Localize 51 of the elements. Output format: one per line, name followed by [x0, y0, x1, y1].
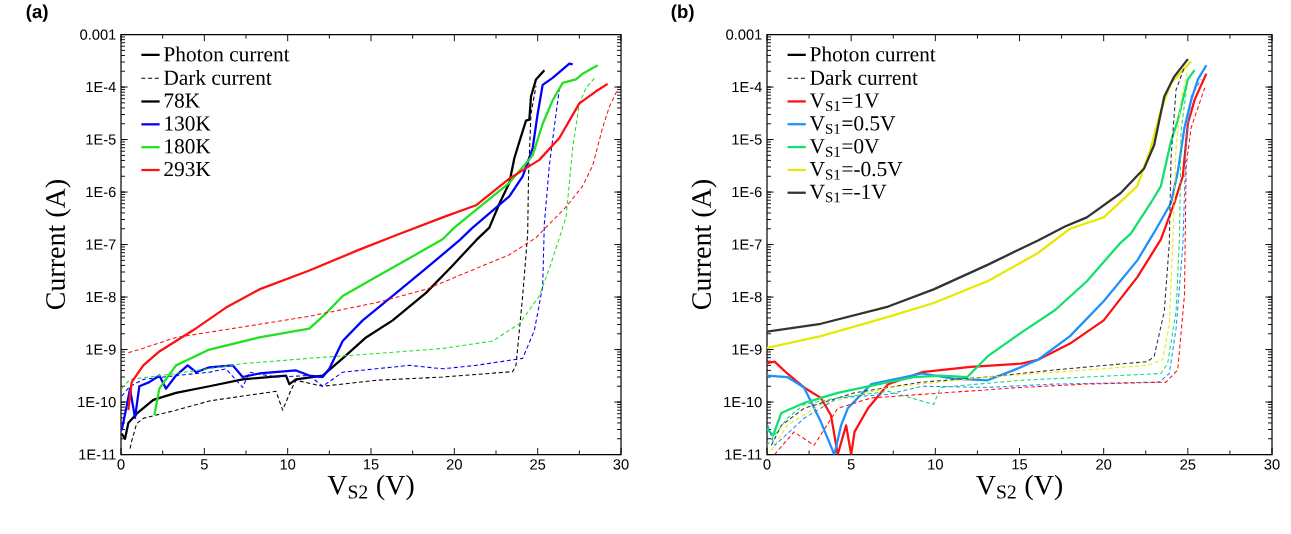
y-tick-label: 1E-7 — [86, 239, 116, 250]
y-tick-label: 1E-5 — [732, 134, 762, 145]
x-tick-label: 20 — [446, 459, 462, 470]
y-tick-label: 1E-9 — [732, 344, 762, 355]
annotation: Photon current — [810, 46, 936, 62]
y-tick-label: 1E-10 — [724, 397, 762, 408]
y-tick-label: 1E-7 — [732, 239, 762, 250]
legend-label: V$_{S1}$=0V — [809, 139, 880, 157]
x-tick-label: 15 — [1012, 459, 1028, 470]
x-tick-label: 15 — [363, 459, 379, 470]
annotation: Photon current — [164, 46, 290, 62]
y-tick-label: 1E-6 — [732, 187, 762, 198]
x-tick-label: 25 — [530, 459, 546, 470]
legend-label: 293K — [164, 162, 211, 177]
x-tick-label: 5 — [847, 459, 855, 470]
y-tick-label: 1E-9 — [86, 344, 116, 355]
x-tick-label: 20 — [1096, 459, 1112, 470]
y-axis-title: Current (A) — [45, 180, 71, 310]
legend-label: V$_{S1}$=-1V — [809, 184, 887, 203]
chart-title: (b) — [671, 4, 694, 23]
y-tick-label: 0.001 — [80, 29, 116, 40]
legend-label: 180K — [165, 139, 211, 154]
annotation: Dark current — [164, 70, 272, 86]
y-tick-label: 0.001 — [726, 29, 762, 40]
x-axis-title: V$_{S2}$ (V) — [327, 475, 414, 501]
x-tick-label: 5 — [200, 459, 208, 470]
legend-label: 130K — [165, 116, 211, 131]
y-tick-label: 1E-8 — [86, 292, 116, 303]
y-tick-label: 1E-11 — [725, 449, 762, 460]
y-tick-label: 1E-4 — [732, 82, 762, 93]
x-tick-label: 10 — [928, 459, 943, 470]
legend-label: V$_{S1}$=1V — [809, 93, 880, 112]
legend-label: V$_{S1}$=-0.5V — [809, 162, 903, 180]
y-tick-label: 1E-5 — [86, 134, 116, 145]
legend-label: V$_{S1}$=0.5V — [809, 116, 896, 135]
x-tick-label: 0 — [763, 459, 771, 470]
y-tick-label: 1E-11 — [79, 449, 116, 460]
x-tick-label: 30 — [1264, 459, 1280, 470]
x-axis-title: V$_{S2}$ (V) — [976, 475, 1062, 501]
x-tick-label: 25 — [1180, 459, 1196, 470]
x-tick-label: 30 — [613, 459, 629, 470]
y-tick-label: 1E-6 — [86, 187, 116, 198]
x-tick-label: 0 — [117, 459, 125, 470]
legend-label: 78K — [164, 93, 200, 109]
y-tick-label: 1E-4 — [86, 82, 116, 93]
y-tick-label: 1E-8 — [732, 292, 762, 303]
annotation: Dark current — [810, 70, 918, 86]
chart-title: (a) — [26, 4, 48, 23]
x-tick-label: 10 — [280, 459, 296, 470]
y-axis-title: Current (A) — [691, 180, 717, 310]
y-tick-label: 1E-10 — [78, 397, 116, 408]
